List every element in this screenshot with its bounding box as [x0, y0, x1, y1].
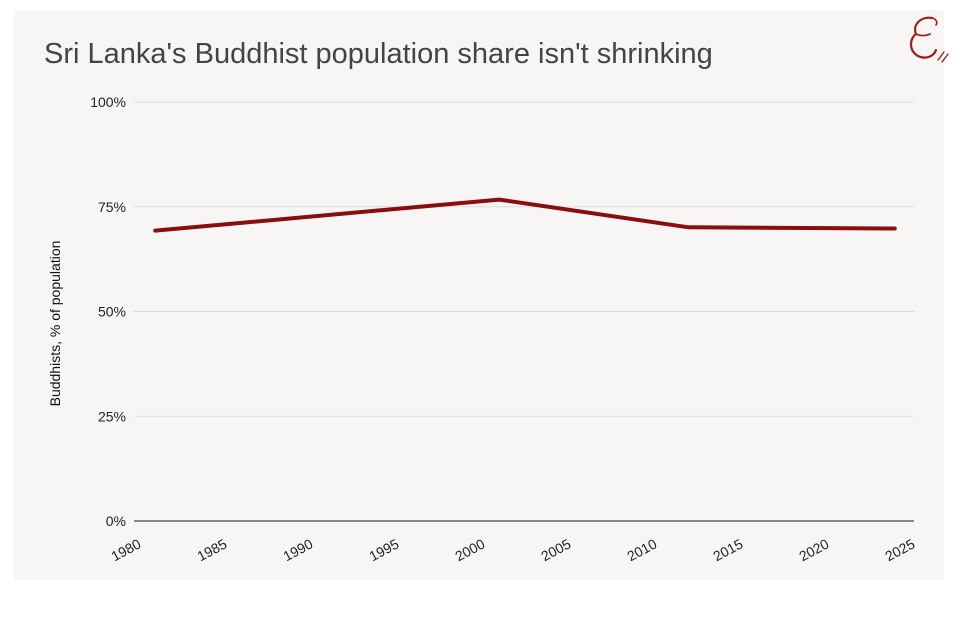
x-tick-label: 2000: [452, 535, 487, 564]
y-axis-label: Buddhists, % of population: [47, 241, 63, 407]
x-axis-ticks: 1980 1985 1990 1995 2000 2005 2010 2015 2020 2025: [108, 535, 917, 564]
series-group: [153, 197, 897, 233]
y-tick-label: 50%: [98, 304, 126, 320]
series-line: [153, 197, 897, 233]
x-tick-label: 2010: [624, 535, 659, 564]
y-tick-label: 75%: [98, 199, 126, 215]
x-tick-label: 2020: [796, 535, 831, 564]
x-tick-label: 2005: [538, 535, 573, 564]
grid-lines: [134, 101, 914, 417]
x-tick-label: 2015: [710, 535, 745, 564]
x-tick-label: 1990: [280, 535, 315, 564]
chart-card: [14, 10, 944, 580]
x-tick-label: 2025: [882, 535, 917, 564]
y-tick-label: 25%: [98, 408, 126, 424]
x-tick-label: 1985: [194, 535, 229, 564]
y-tick-label: 100%: [90, 94, 126, 110]
y-axis-ticks: 0% 25% 50% 75% 100%: [90, 94, 126, 529]
y-tick-label: 0%: [106, 513, 126, 529]
brand-logo-icon: [909, 16, 949, 63]
chart-title: Sri Lanka's Buddhist population share is…: [44, 38, 713, 70]
x-tick-label: 1995: [366, 535, 401, 564]
x-tick-label: 1980: [108, 535, 143, 564]
